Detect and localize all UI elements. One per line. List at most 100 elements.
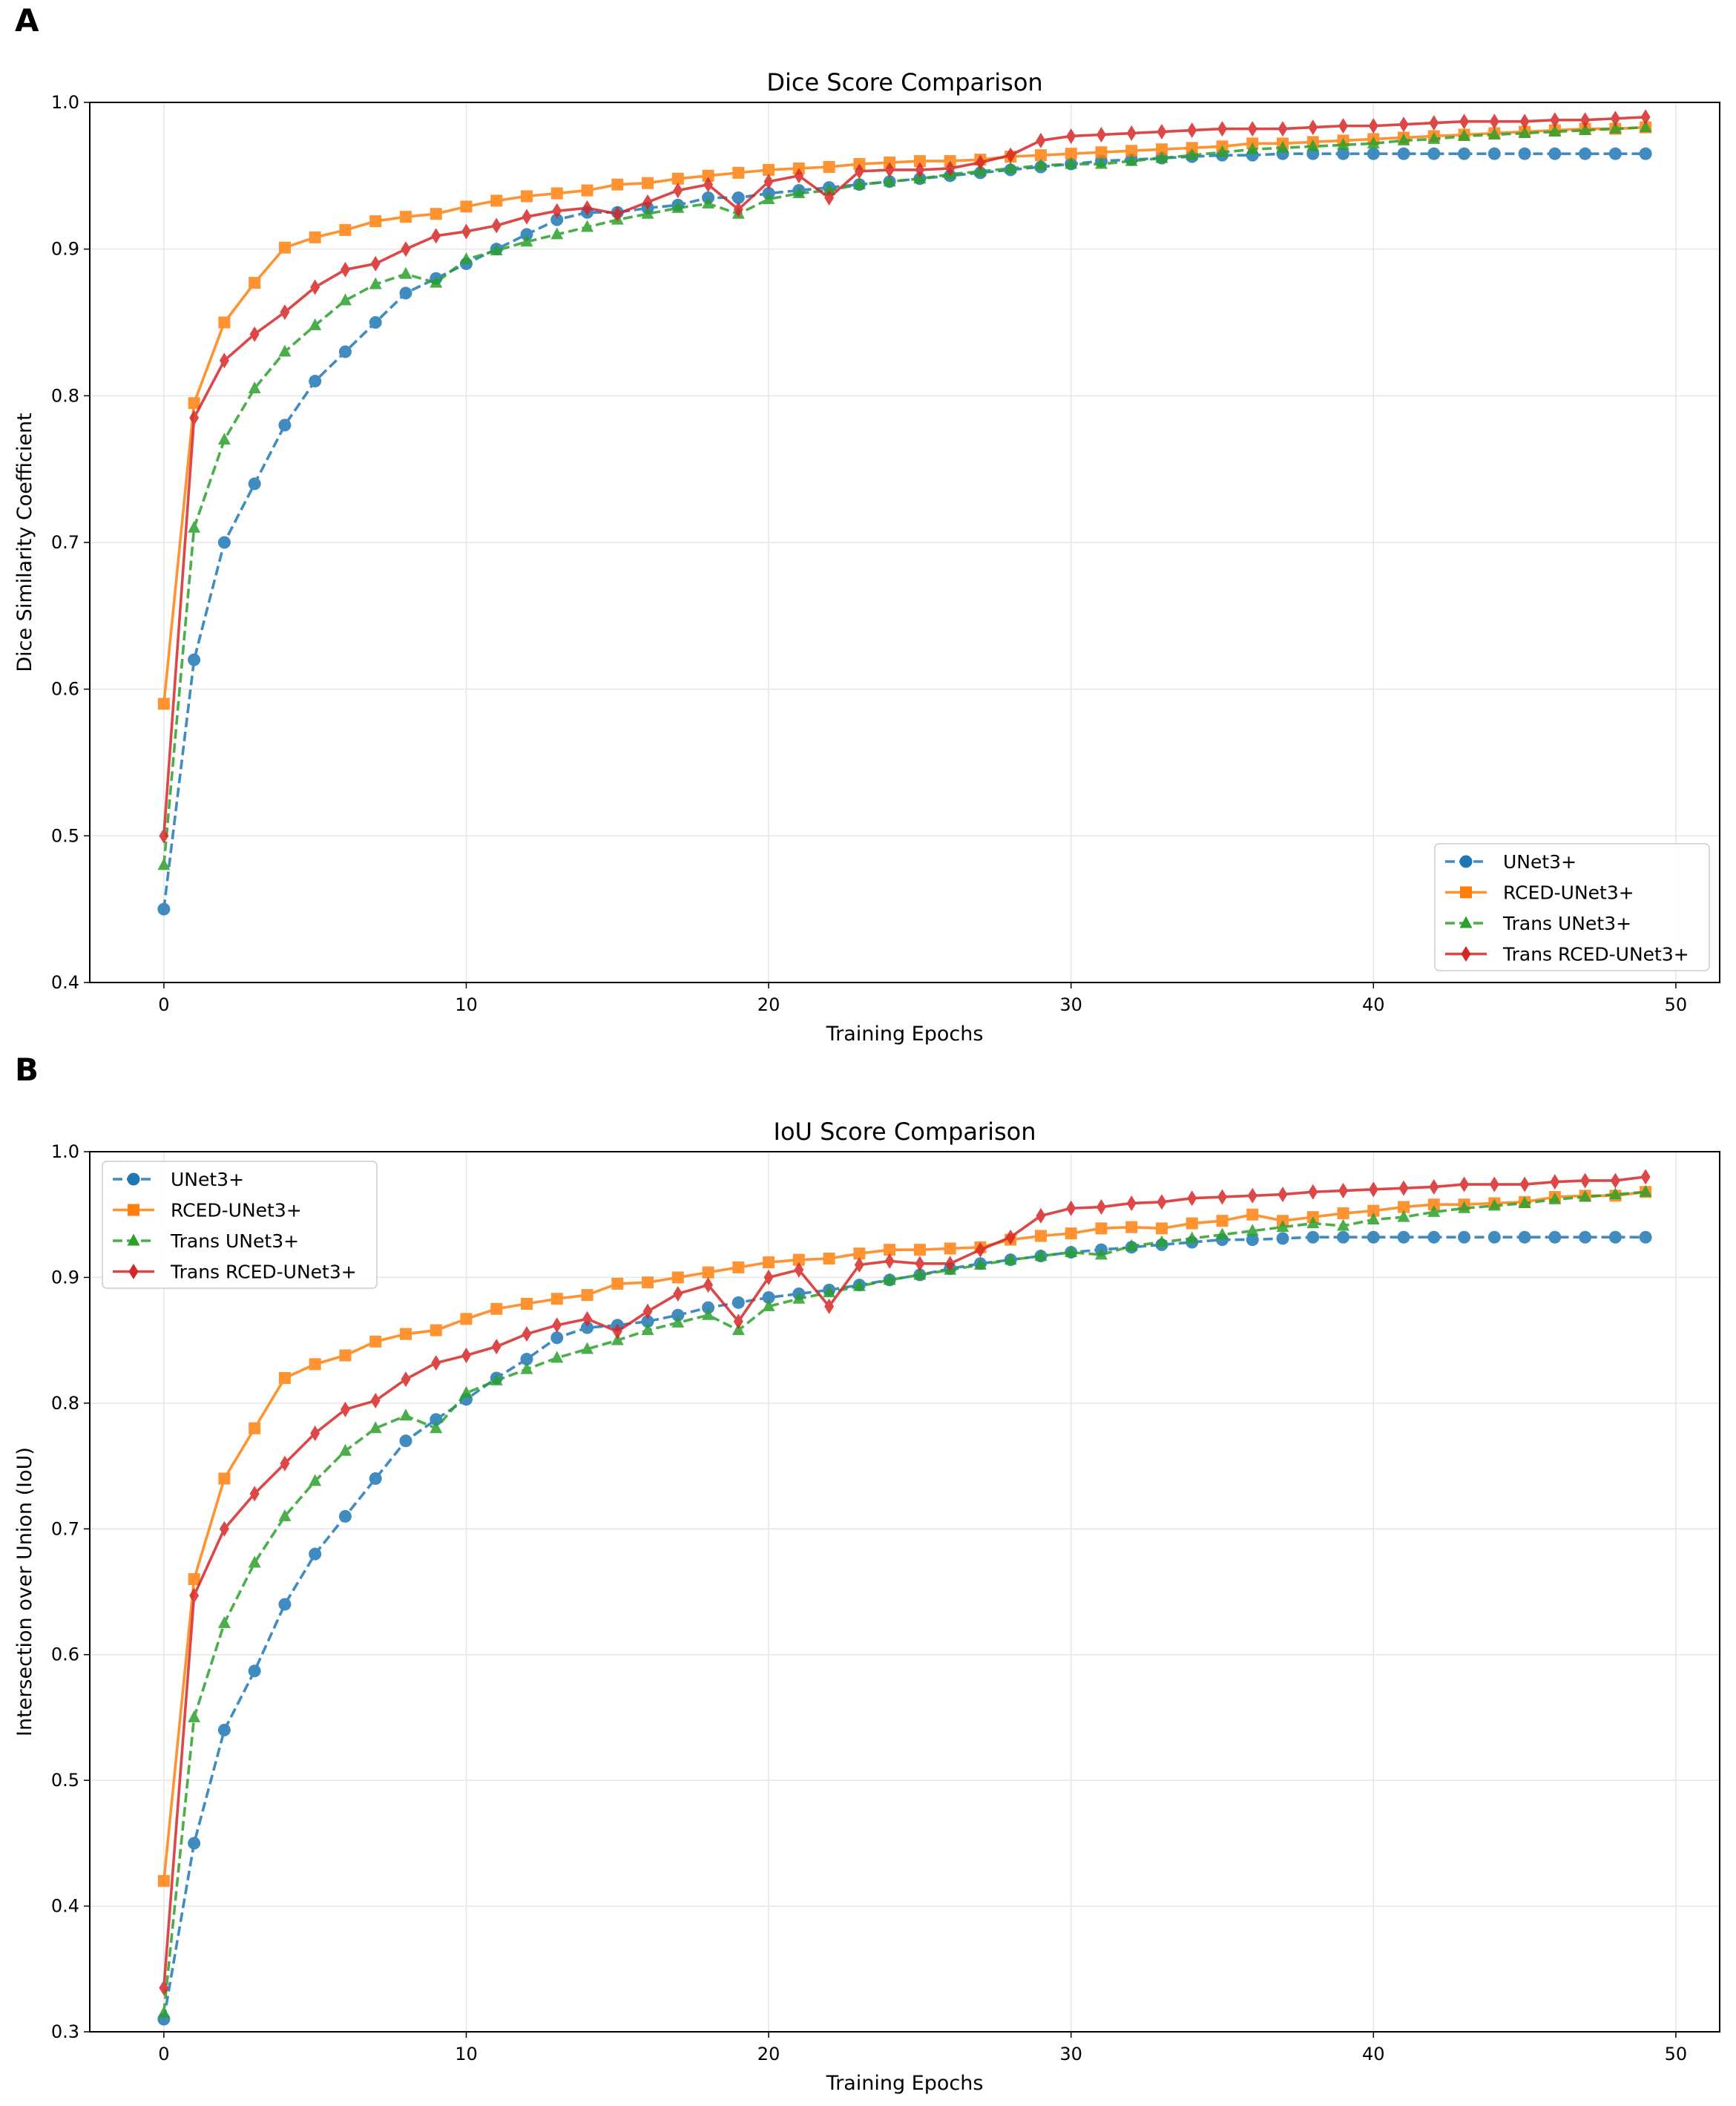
- data-point: [1337, 147, 1350, 160]
- data-point: [1398, 117, 1409, 133]
- data-point: [157, 902, 171, 916]
- data-point: [1427, 1230, 1441, 1244]
- data-point: [794, 1262, 804, 1278]
- series-line: [162, 125, 1646, 704]
- data-point: [1580, 112, 1591, 128]
- data-point: [217, 536, 231, 549]
- data-point: [1005, 1229, 1016, 1245]
- data-point: [340, 1401, 350, 1417]
- data-point: [1398, 1180, 1409, 1196]
- data-point: [1125, 154, 1138, 166]
- data-point: [248, 1664, 261, 1678]
- data-point: [520, 190, 533, 203]
- data-point: [248, 477, 261, 491]
- data-point: [1276, 1220, 1289, 1233]
- data-point: [1487, 147, 1501, 160]
- data-point: [401, 241, 411, 257]
- data-point: [1518, 1195, 1531, 1208]
- chart-panel-A: A Dice Score Comparison 0 10 20 30 40 50 0.4 0.5 0…: [13, 2, 1720, 1046]
- data-point: [189, 1587, 200, 1604]
- data-point: [883, 1273, 896, 1285]
- data-point: [370, 255, 381, 272]
- data-point: [278, 1371, 291, 1384]
- data-point: [1217, 1189, 1227, 1205]
- y-tick-label: 0.5: [51, 1770, 79, 1791]
- data-point: [1034, 149, 1047, 162]
- data-point: [278, 419, 292, 432]
- data-point: [1610, 1172, 1620, 1189]
- data-point: [399, 1328, 412, 1340]
- data-point: [581, 1289, 594, 1302]
- data-point: [671, 172, 684, 185]
- data-point: [763, 1269, 774, 1285]
- data-point: [1155, 143, 1168, 156]
- legend-marker: [127, 1233, 140, 1246]
- data-point: [188, 1573, 200, 1586]
- data-point: [1155, 1235, 1168, 1247]
- data-point: [369, 316, 382, 329]
- legend-item: Trans UNet3+: [113, 1230, 299, 1252]
- x-tick-label: 50: [1665, 994, 1688, 1015]
- data-point: [1518, 147, 1531, 160]
- data-point: [1429, 115, 1439, 131]
- data-point: [671, 1271, 684, 1284]
- data-point: [1579, 1230, 1592, 1244]
- data-point: [792, 1253, 805, 1266]
- data-point: [763, 1256, 775, 1269]
- data-point: [824, 189, 835, 206]
- data-point: [550, 1331, 564, 1345]
- data-point: [1427, 1198, 1440, 1211]
- data-point: [1126, 125, 1137, 142]
- data-point: [1639, 120, 1652, 133]
- chart-panel-B: B IoU Score Comparison 0 10 20 30 40 50 0.3 0.4 0.…: [13, 1052, 1720, 2095]
- data-point: [522, 209, 532, 225]
- legend-label: Trans UNet3+: [1502, 913, 1631, 934]
- data-point: [763, 174, 774, 190]
- data-point: [219, 352, 229, 369]
- data-point: [157, 858, 171, 870]
- series-trans-rced-unet3-: [159, 109, 1651, 844]
- data-point: [157, 2006, 171, 2018]
- data-point: [550, 227, 564, 240]
- data-point: [1066, 1200, 1076, 1216]
- data-point: [1157, 1194, 1167, 1210]
- data-point: [249, 326, 260, 342]
- data-point: [1065, 1245, 1078, 1258]
- data-point: [340, 261, 350, 278]
- data-point: [309, 1358, 321, 1371]
- data-point: [1155, 1222, 1168, 1235]
- data-point: [731, 191, 745, 204]
- data-point: [1429, 1178, 1439, 1195]
- data-point: [1276, 140, 1289, 153]
- data-point: [1337, 137, 1350, 150]
- data-point: [157, 698, 170, 710]
- data-point: [703, 1277, 714, 1293]
- data-point: [1094, 157, 1108, 169]
- data-point: [1187, 1190, 1197, 1207]
- data-point: [913, 155, 926, 168]
- data-point: [823, 1285, 836, 1298]
- legend: UNet3+ RCED-UNet3+ Trans UNet3+ Trans RCED-…: [1434, 843, 1710, 971]
- data-point: [249, 277, 261, 289]
- data-point: [1338, 118, 1349, 134]
- data-point: [733, 201, 743, 217]
- data-point: [1215, 1227, 1229, 1240]
- data-point: [461, 1347, 471, 1363]
- series-line: [162, 1190, 1646, 1881]
- data-point: [1579, 123, 1592, 136]
- data-point: [1459, 1176, 1470, 1193]
- data-point: [399, 286, 412, 300]
- data-point: [1306, 139, 1320, 151]
- legend-item: RCED-UNet3+: [1445, 882, 1634, 904]
- data-point: [218, 316, 231, 329]
- data-point: [792, 1291, 806, 1304]
- y-tick-label: 0.4: [51, 1896, 79, 1917]
- data-point: [219, 1521, 229, 1537]
- data-point: [1398, 1201, 1410, 1213]
- data-point: [189, 410, 200, 426]
- data-point: [217, 433, 231, 445]
- data-point: [1397, 1230, 1410, 1244]
- data-point: [1639, 1230, 1652, 1244]
- data-point: [430, 275, 443, 288]
